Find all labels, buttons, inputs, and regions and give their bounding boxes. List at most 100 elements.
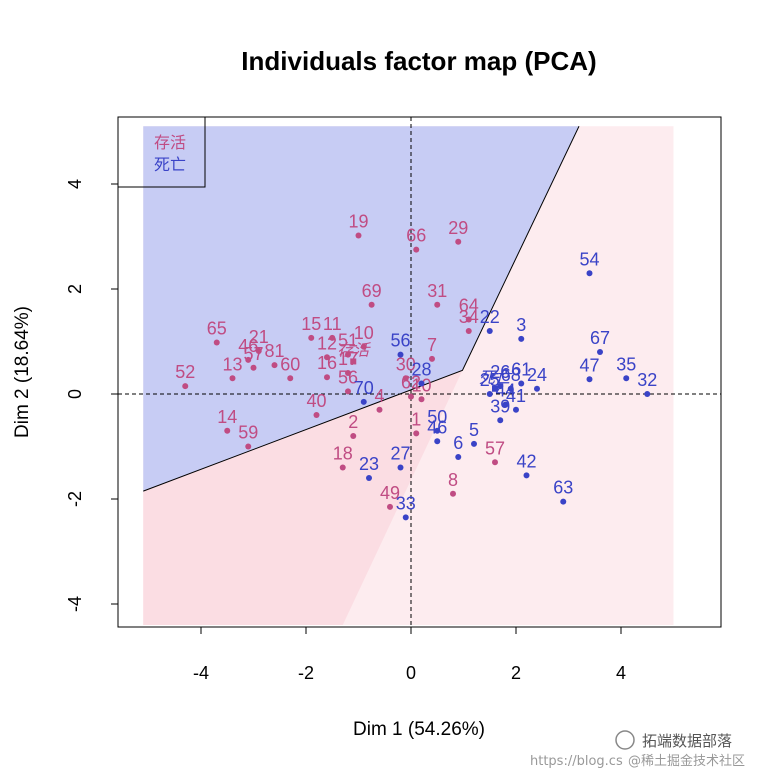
point-died-44 [502, 401, 509, 408]
point-label-26: 26 [490, 362, 510, 382]
point-survived-10 [418, 396, 425, 403]
point-label-61: 61 [511, 360, 531, 380]
point-label-57: 57 [485, 438, 505, 458]
point-label-30: 30 [396, 354, 416, 374]
x-tick-label-4: 4 [616, 663, 626, 683]
classification-regions [143, 126, 674, 625]
point-survived-14 [224, 427, 231, 434]
point-label-41: 41 [506, 386, 526, 406]
centroid-marker-1 [492, 385, 498, 392]
point-label-24: 24 [527, 365, 547, 385]
watermark-community: @稀土掘金技术社区 [628, 753, 745, 769]
legend-entry-survived: 存活 [154, 133, 186, 152]
point-died-63 [560, 498, 567, 505]
point-died-33 [402, 514, 409, 521]
point-died-47 [586, 376, 593, 383]
point-label-29: 29 [448, 218, 468, 238]
point-label-60: 60 [280, 354, 300, 374]
point-died-42 [523, 472, 530, 479]
legend: 存活 死亡 [118, 117, 206, 188]
watermark-brand: 拓端数据部落 [642, 732, 732, 750]
centroid-marker-0 [350, 358, 357, 365]
point-label-4: 4 [374, 386, 384, 406]
point-label-31: 31 [427, 281, 447, 301]
point-survived-62 [408, 393, 414, 400]
point-died-26 [497, 383, 504, 390]
point-label-47: 47 [579, 355, 599, 375]
point-label-12: 12 [317, 333, 337, 353]
point-label-27: 27 [390, 444, 410, 464]
point-survived-46 [245, 356, 252, 363]
point-label-25: 25 [480, 370, 500, 390]
x-axis-label: Dim 1 (54.26%) [353, 719, 485, 740]
point-label-68: 68 [501, 365, 521, 385]
point-died-39 [497, 417, 504, 424]
point-label-13: 13 [222, 354, 242, 374]
point-label-35: 35 [616, 354, 636, 374]
point-survived-49 [387, 503, 393, 510]
point-label-11: 11 [323, 314, 342, 334]
point-died-35 [623, 375, 630, 382]
point-survived-31 [434, 301, 441, 308]
point-died-3 [518, 335, 525, 342]
point-survived-57 [492, 459, 498, 466]
point-survived-69 [368, 301, 375, 308]
point-label-33: 33 [396, 493, 416, 513]
point-survived-81 [271, 362, 278, 369]
point-label-62: 62 [401, 373, 421, 393]
point-label-46: 46 [427, 417, 447, 437]
point-survived-34 [465, 328, 472, 334]
wechat-icon [615, 730, 635, 750]
point-label-54: 54 [579, 249, 599, 269]
region-died [143, 126, 579, 492]
point-label-64: 64 [459, 295, 479, 315]
point-label-66: 66 [406, 226, 426, 246]
point-label-42: 42 [516, 451, 536, 471]
point-survived-8 [450, 490, 456, 497]
point-label-32: 32 [637, 370, 657, 390]
point-label-57: 57 [243, 344, 263, 364]
point-survived-59 [245, 443, 252, 450]
point-survived-66 [413, 246, 420, 253]
point-died-5 [471, 440, 477, 447]
point-survived-7 [429, 355, 435, 362]
point-label-8: 8 [448, 470, 458, 490]
point-died-70 [360, 398, 367, 405]
point-survived-64 [465, 316, 472, 323]
decision-boundary [143, 126, 580, 492]
point-label-10: 10 [354, 323, 374, 343]
point-label-70: 70 [354, 378, 374, 398]
point-survived-52 [182, 383, 189, 390]
point-survived-19 [355, 232, 362, 239]
point-died-50 [434, 427, 441, 434]
point-label-14: 14 [217, 407, 237, 427]
chart-title: Individuals factor map (PCA) [241, 46, 596, 76]
point-label-44: 44 [495, 381, 515, 401]
point-label-39: 39 [490, 396, 510, 416]
point-label-67: 67 [590, 328, 610, 348]
point-label-34: 34 [459, 307, 479, 327]
point-died-6 [455, 454, 462, 460]
point-label-23: 23 [359, 454, 379, 474]
centroid-label-0: 存活 [337, 340, 371, 359]
point-label-5: 5 [469, 420, 479, 440]
point-survived-29 [455, 238, 462, 245]
point-label-40: 40 [306, 391, 326, 411]
point-survived-56 [345, 388, 351, 395]
point-died-27 [397, 464, 404, 471]
point-survived-65 [213, 339, 220, 346]
point-label-56: 56 [390, 331, 410, 351]
point-survived-51 [345, 351, 351, 358]
point-died-22 [486, 328, 493, 334]
point-survived-57 [250, 364, 257, 371]
point-label-3: 3 [516, 315, 526, 335]
x-tick-label-2: 2 [511, 663, 521, 683]
point-died-54 [586, 270, 593, 277]
point-label-1: 1 [411, 409, 421, 429]
point-survived-60 [287, 375, 294, 382]
point-died-56 [397, 351, 404, 358]
legend-box [118, 117, 206, 188]
watermark-url: https://blog.cs [530, 754, 623, 769]
